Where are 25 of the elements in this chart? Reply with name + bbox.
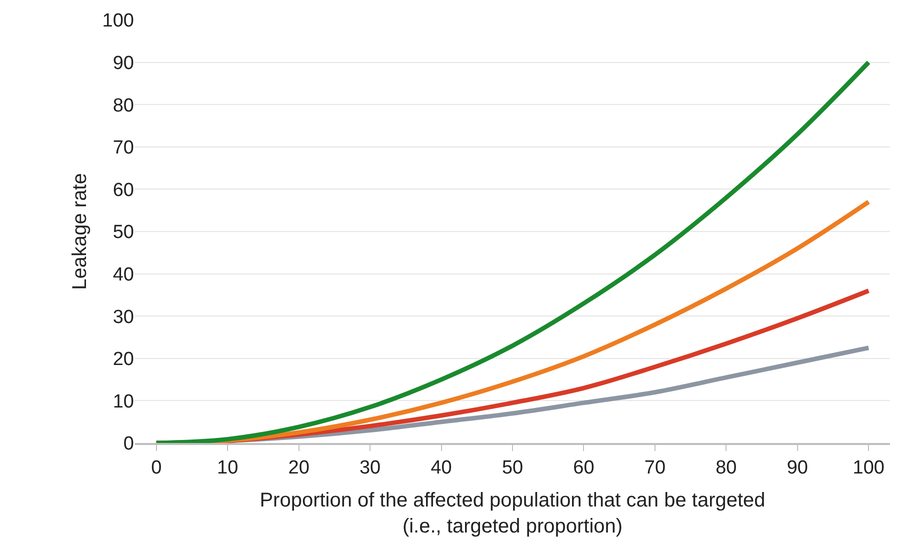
y-tick-label: 40 — [112, 264, 134, 286]
y-tick-label: 90 — [112, 52, 134, 74]
y-tick-label: 60 — [112, 180, 134, 201]
y-tick-label: 10 — [112, 391, 134, 412]
x-tick-label: 30 — [359, 458, 381, 479]
x-tick-label: 100 — [852, 458, 884, 479]
x-tick-label: 70 — [644, 458, 666, 479]
x-tick-label: 20 — [288, 458, 310, 479]
y-tick-label: 20 — [112, 349, 134, 370]
y-tick-label: 80 — [112, 95, 134, 116]
y-tick-label: 0 — [123, 434, 134, 455]
y-tick-label: 30 — [112, 306, 134, 328]
x-tick-label: 0 — [151, 458, 162, 479]
x-axis-title: Proportion of the affected population that can be targeted (i.e., targeted proportion) — [260, 490, 766, 538]
y-tick-label: 100 — [102, 10, 134, 32]
x-tick-label: 40 — [430, 458, 452, 479]
x-tick-label: 10 — [217, 458, 238, 479]
line-series — [154, 60, 871, 443]
y-axis-title: Leakage rate — [68, 173, 91, 290]
x-tick-label: 80 — [716, 458, 737, 479]
x-tick-label: 90 — [786, 458, 808, 479]
y-tick-label: 50 — [112, 222, 134, 244]
x-tick-label: 50 — [502, 458, 524, 479]
y-tick-label: 70 — [112, 138, 134, 159]
x-tick-label: 60 — [573, 458, 594, 479]
